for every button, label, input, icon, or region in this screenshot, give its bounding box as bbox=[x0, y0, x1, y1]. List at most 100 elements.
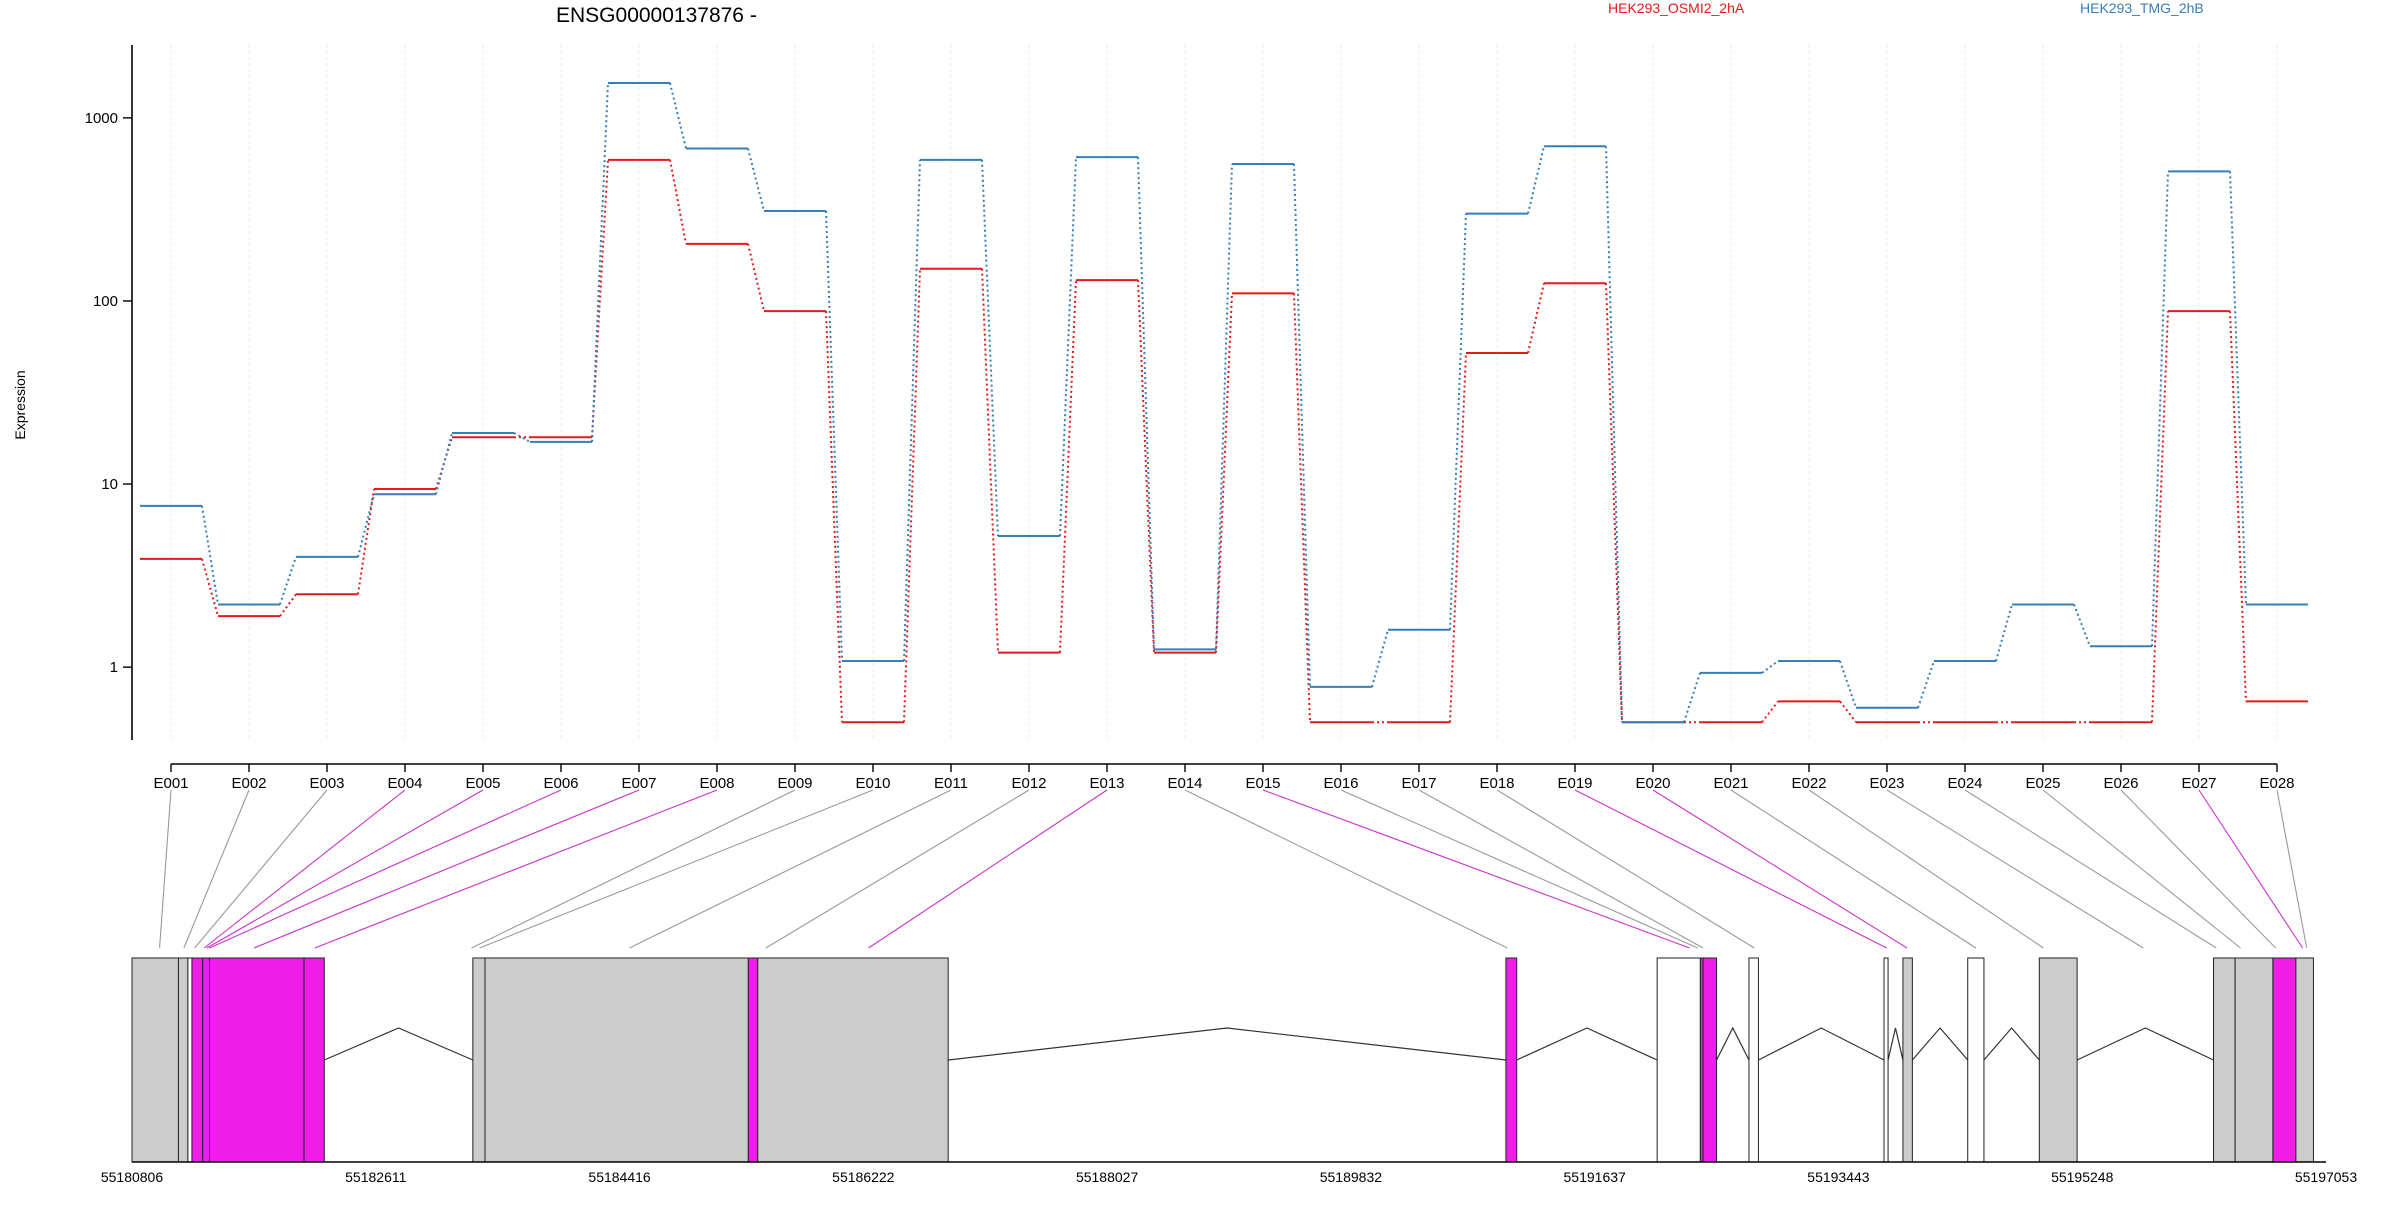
series-connector bbox=[2151, 171, 2169, 647]
exon-connector bbox=[2042, 789, 2241, 949]
series-connector bbox=[357, 493, 375, 558]
exon-connector bbox=[1418, 789, 1704, 949]
exon-connector bbox=[1964, 789, 2217, 949]
x-tick-label: E024 bbox=[1947, 775, 1982, 792]
series-connector bbox=[279, 593, 297, 617]
exon-connector bbox=[471, 789, 796, 949]
coordinate-label: 55184416 bbox=[588, 1169, 651, 1185]
exon-connector bbox=[479, 789, 874, 949]
y-tick-label: 100 bbox=[93, 293, 118, 310]
x-tick-label: E004 bbox=[387, 775, 422, 792]
exon-connector bbox=[209, 789, 562, 949]
series-connector bbox=[513, 432, 531, 443]
y-tick-label: 10 bbox=[101, 476, 118, 493]
y-tick-label: 1000 bbox=[85, 110, 118, 127]
exon-connector bbox=[1262, 789, 1690, 949]
x-tick-label: E022 bbox=[1791, 775, 1826, 792]
coordinate-label: 55189832 bbox=[1320, 1169, 1383, 1185]
x-tick-label: E011 bbox=[934, 775, 968, 792]
exon-block bbox=[1702, 957, 1718, 1163]
x-tick-label: E015 bbox=[1245, 775, 1280, 792]
series-connector bbox=[747, 243, 765, 312]
x-tick-label: E023 bbox=[1869, 775, 1904, 792]
series-connector bbox=[357, 488, 375, 595]
series-connector bbox=[2073, 604, 2091, 647]
exon-block bbox=[209, 957, 305, 1163]
exon-connector bbox=[765, 789, 1030, 949]
x-tick-label: E013 bbox=[1089, 775, 1124, 792]
exon-connector bbox=[203, 789, 406, 949]
intron-line bbox=[324, 1027, 474, 1061]
x-tick-label: E019 bbox=[1557, 775, 1592, 792]
intron-line bbox=[1516, 1027, 1658, 1061]
exon-block bbox=[2272, 957, 2297, 1163]
exon-connector bbox=[1496, 789, 1755, 949]
series-connector bbox=[201, 558, 219, 617]
series-connector bbox=[669, 159, 687, 245]
x-tick-label: E006 bbox=[543, 775, 578, 792]
coordinate-label: 55195248 bbox=[2051, 1169, 2114, 1185]
exon-block bbox=[1883, 957, 1889, 1163]
x-tick-label: E010 bbox=[855, 775, 890, 792]
exon-block bbox=[2234, 957, 2274, 1163]
series-connector bbox=[825, 311, 843, 723]
series-connector bbox=[1605, 283, 1623, 723]
x-tick-label: E003 bbox=[309, 775, 344, 792]
exon-connector bbox=[1808, 789, 2044, 949]
series-connector bbox=[1761, 660, 1779, 674]
series-connector bbox=[591, 82, 609, 442]
x-tick-label: E026 bbox=[2103, 775, 2138, 792]
series-connector bbox=[2229, 171, 2247, 605]
series-1 bbox=[140, 158, 2308, 724]
exon-connector bbox=[1340, 789, 1698, 949]
x-tick-label: E001 bbox=[153, 775, 188, 792]
coordinate-label: 55186222 bbox=[832, 1169, 895, 1185]
exon-connector bbox=[1730, 789, 1977, 949]
x-tick-label: E027 bbox=[2181, 775, 2216, 792]
series-connector bbox=[1371, 629, 1389, 688]
intron-line bbox=[1758, 1027, 1885, 1061]
series-connector bbox=[1059, 157, 1077, 537]
exon-connector bbox=[194, 789, 328, 949]
exon-block bbox=[202, 957, 211, 1163]
series-connector bbox=[1215, 163, 1233, 650]
intron-line bbox=[1911, 1027, 1969, 1061]
series-connector bbox=[903, 268, 921, 723]
coordinate-label: 55188027 bbox=[1076, 1169, 1139, 1185]
exon-block bbox=[2038, 957, 2078, 1163]
series-connector bbox=[1293, 293, 1311, 723]
axes-layer: 1 10 100 1000 E001 E002 E003 E004 E005 E006 E007 E0… bbox=[85, 45, 2295, 792]
series-connector bbox=[1137, 157, 1155, 650]
y-axis-label: Expression bbox=[12, 370, 28, 439]
series-2 bbox=[140, 82, 2308, 724]
series-connector bbox=[1449, 352, 1467, 723]
intron-line bbox=[1716, 1026, 1750, 1061]
y-tick-label: 1 bbox=[110, 659, 118, 676]
x-tick-label: E021 bbox=[1713, 775, 1748, 792]
intron-line bbox=[1983, 1027, 2040, 1061]
series-connector bbox=[435, 432, 453, 495]
legend-series-1: HEK293_OSMI2_2hA bbox=[1608, 0, 1745, 16]
series-connector bbox=[669, 82, 687, 149]
exon-connector bbox=[629, 789, 952, 949]
x-tick-label: E009 bbox=[777, 775, 812, 792]
gene-model: 55180806 55182611 55184416 55186222 55188027… bbox=[101, 957, 2357, 1185]
series-connector bbox=[1293, 163, 1311, 687]
x-tick-label: E016 bbox=[1323, 775, 1358, 792]
intron-line bbox=[1887, 1027, 1904, 1061]
exon-connector bbox=[2120, 789, 2277, 949]
coordinate-label: 55182611 bbox=[345, 1169, 406, 1185]
exon-block bbox=[191, 957, 204, 1163]
x-tick-label: E018 bbox=[1479, 775, 1514, 792]
exon-connector bbox=[206, 789, 484, 949]
exon-block bbox=[1967, 957, 1985, 1163]
x-tick-label: E020 bbox=[1635, 775, 1670, 792]
exon-block bbox=[757, 957, 949, 1163]
exon-connector bbox=[253, 789, 640, 949]
x-tick-label: E014 bbox=[1167, 775, 1202, 792]
exon-connector bbox=[2198, 789, 2304, 949]
x-tick-label: E005 bbox=[465, 775, 500, 792]
exon-block bbox=[131, 957, 179, 1163]
series-connector bbox=[1839, 660, 1857, 709]
